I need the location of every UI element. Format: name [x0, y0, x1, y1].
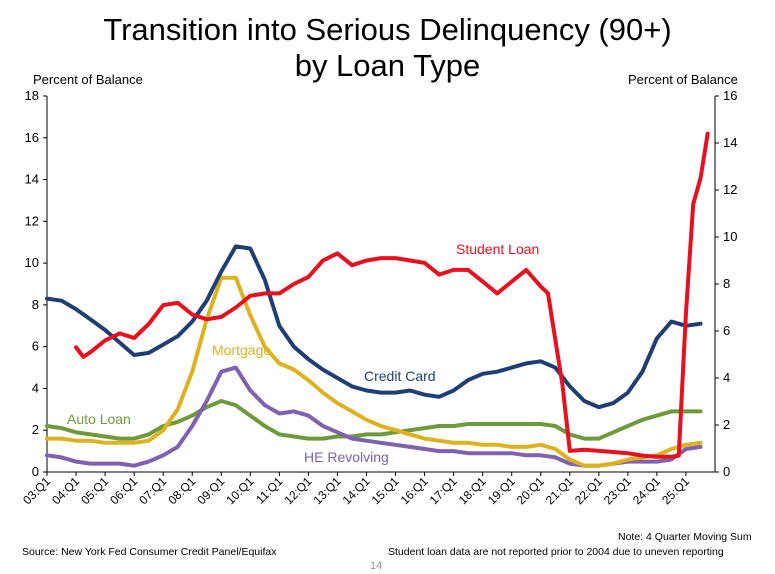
right-tick-label: 6: [723, 323, 730, 338]
x-tick-label: 18:Q1: [456, 474, 489, 507]
x-tick-label: 05:Q1: [78, 474, 111, 507]
x-tick-label: 15:Q1: [369, 474, 402, 507]
series-line-credit-card: [45, 244, 703, 410]
left-tick-label: 14: [25, 172, 39, 187]
right-tick-label: 4: [723, 370, 730, 385]
x-tick-label: 23:Q1: [601, 474, 634, 507]
x-tick-label: 12:Q1: [281, 474, 314, 507]
series-label-auto-loan: Auto Loan: [67, 411, 131, 427]
x-tick-label: 20:Q1: [514, 474, 547, 507]
x-tick-label: 24:Q1: [630, 474, 663, 507]
x-tick-label: 07:Q1: [136, 474, 169, 507]
right-tick-label: 16: [723, 88, 737, 103]
x-tick-label: 13:Q1: [311, 474, 344, 507]
right-tick-label: 10: [723, 229, 737, 244]
right-tick-label: 0: [723, 464, 730, 479]
right-axis-unit-label: Percent of Balance: [628, 72, 738, 87]
x-tick-label: 14:Q1: [340, 474, 373, 507]
series-line-student-loan: [74, 131, 710, 459]
right-tick-label: 2: [723, 417, 730, 432]
left-tick-label: 8: [32, 297, 39, 312]
x-tick-label: 10:Q1: [223, 474, 256, 507]
right-tick-label: 8: [723, 276, 730, 291]
left-tick-label: 0: [32, 464, 39, 479]
right-tick-label: 12: [723, 182, 737, 197]
x-tick-label: 09:Q1: [194, 474, 227, 507]
footnote-student-loan: Student loan data are not reported prior…: [388, 546, 724, 558]
x-tick-label: 06:Q1: [107, 474, 140, 507]
left-tick-label: 16: [25, 130, 39, 145]
x-tick-label: 21:Q1: [543, 474, 576, 507]
x-tick-label: 04:Q1: [49, 474, 82, 507]
footnote-moving-sum: Note: 4 Quarter Moving Sum: [618, 531, 752, 543]
left-tick-label: 12: [25, 213, 39, 228]
left-tick-label: 18: [25, 88, 39, 103]
left-tick-label: 6: [32, 339, 39, 354]
x-tick-label: 22:Q1: [572, 474, 605, 507]
left-tick-label: 4: [32, 380, 39, 395]
left-axis-unit-label: Percent of Balance: [33, 72, 143, 87]
x-tick-label: 17:Q1: [427, 474, 460, 507]
left-tick-label: 10: [25, 255, 39, 270]
x-tick-label: 11:Q1: [253, 474, 286, 507]
series-label-mortgage: Mortgage: [212, 342, 271, 358]
series-label-he-revolving: HE Revolving: [304, 449, 389, 465]
chart-title-line2: by Loan Type: [294, 48, 481, 83]
left-tick-label: 2: [32, 422, 39, 437]
x-tick-label: 25:Q1: [659, 474, 692, 507]
x-tick-label: 19:Q1: [485, 474, 518, 507]
series-label-credit-card: Credit Card: [364, 368, 436, 384]
footnote-source: Source: New York Fed Consumer Credit Pan…: [22, 546, 277, 558]
chart-title-line1: Transition into Serious Delinquency (90+…: [103, 12, 672, 47]
chart-title: Transition into Serious Delinquency (90+…: [0, 12, 775, 84]
x-tick-label: 08:Q1: [165, 474, 198, 507]
series-line-auto-loan: [45, 399, 703, 441]
series-line-mortgage: [45, 275, 703, 468]
page-number: 14: [370, 560, 383, 572]
right-tick-label: 14: [723, 135, 737, 150]
x-tick-label: 16:Q1: [398, 474, 431, 507]
series-label-student-loan: Student Loan: [456, 241, 539, 257]
